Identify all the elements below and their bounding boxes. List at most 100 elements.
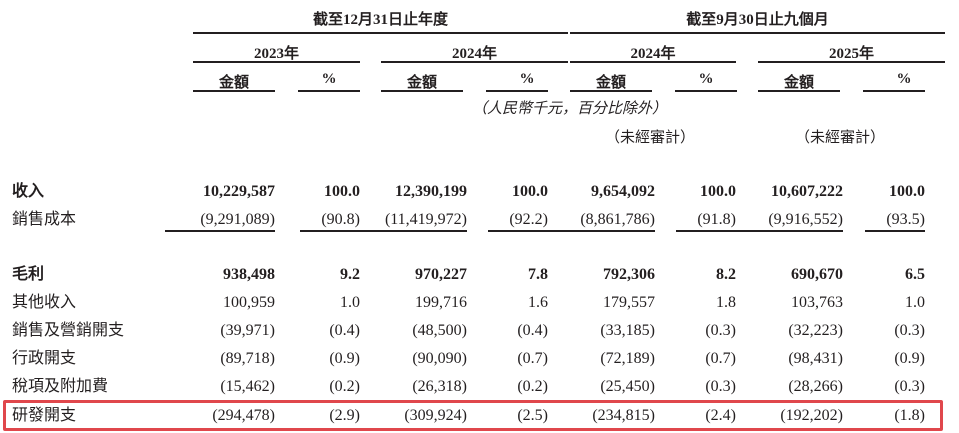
percent-cell: (0.9) [329, 350, 360, 367]
percent-cell: (0.4) [517, 322, 548, 339]
amount-cell: 12,390,199 [395, 183, 467, 200]
row-label: 研發開支 [12, 407, 77, 424]
amount-cell: 10,229,587 [203, 183, 275, 200]
table-row: 收入 10,229,587 100.0 12,390,199 100.0 9,654,09… [0, 179, 959, 205]
amount-cell: 199,716 [415, 294, 467, 311]
col-head-pct: % [698, 71, 714, 87]
col-head-pct: % [896, 71, 912, 87]
amount-cell: 179,557 [603, 294, 655, 311]
percent-cell: 1.8 [716, 294, 736, 311]
amount-cell: (32,223) [788, 322, 843, 339]
row-label: 銷售成本 [12, 211, 77, 228]
amount-cell: (8,861,786) [545, 207, 655, 233]
percent-cell: (0.3) [705, 322, 736, 339]
percent-cell: 6.5 [905, 266, 925, 283]
period-header-nine-months: 截至9月30日止九個月 [686, 12, 829, 28]
percent-cell: 9.2 [340, 266, 360, 283]
year-header-2024-fy: 2024年 [451, 46, 497, 62]
percent-cell: (93.5) [865, 207, 925, 233]
divider [193, 32, 568, 34]
amount-cell: (9,291,089) [165, 207, 275, 233]
divider [758, 90, 840, 92]
percent-cell: (0.4) [329, 322, 360, 339]
amount-cell: 970,227 [415, 266, 467, 283]
table-row: 研發開支 (294,478) (2.9) (309,924) (2.5) (234,815… [0, 403, 959, 429]
amount-cell: (39,971) [220, 322, 275, 339]
year-header-2024-9m: 2024年 [630, 46, 676, 62]
divider [193, 90, 275, 92]
unaudited-note: （未經審計） [604, 130, 695, 146]
row-label: 毛利 [12, 266, 45, 283]
divider [298, 90, 360, 92]
amount-cell: (11,419,972) [357, 207, 467, 233]
percent-cell: 100.0 [512, 183, 548, 200]
divider [570, 90, 652, 92]
amount-cell: 100,959 [223, 294, 275, 311]
amount-cell: (89,718) [220, 350, 275, 367]
row-label: 收入 [12, 183, 45, 200]
amount-cell: (33,185) [600, 322, 655, 339]
divider [486, 90, 548, 92]
divider [758, 61, 945, 63]
percent-cell: 1.0 [340, 294, 360, 311]
percent-cell: (0.2) [517, 378, 548, 395]
amount-cell: (26,318) [412, 378, 467, 395]
divider [193, 61, 360, 63]
table-row: 稅項及附加費 (15,462) (0.2) (26,318) (0.2) (25,450)… [0, 374, 959, 400]
amount-cell: 9,654,092 [591, 183, 655, 200]
divider [381, 90, 463, 92]
percent-cell: 8.2 [716, 266, 736, 283]
percent-cell: (92.2) [488, 207, 548, 233]
col-head-amount: 金額 [406, 75, 437, 91]
percent-cell: 100.0 [324, 183, 360, 200]
percent-cell: (2.9) [329, 407, 360, 424]
col-head-amount: 金額 [783, 75, 814, 91]
divider [863, 90, 925, 92]
table-row: 其他收入 100,959 1.0 199,716 1.6 179,557 1.8 103,76… [0, 290, 959, 316]
amount-cell: 792,306 [603, 266, 655, 283]
row-label: 稅項及附加費 [12, 378, 109, 395]
amount-cell: (234,815) [592, 407, 655, 424]
amount-cell: (72,189) [600, 350, 655, 367]
divider [675, 90, 737, 92]
percent-cell: 100.0 [889, 183, 925, 200]
percent-cell: (0.3) [894, 378, 925, 395]
unit-note: （人民幣千元，百分比除外） [472, 101, 668, 117]
period-header-fiscal-year: 截至12月31日止年度 [312, 12, 448, 28]
amount-cell: (25,450) [600, 378, 655, 395]
percent-cell: (91.8) [676, 207, 736, 233]
percent-cell: (0.9) [894, 350, 925, 367]
table-row: 行政開支 (89,718) (0.9) (90,090) (0.7) (72,189) (0… [0, 346, 959, 372]
table-row: 毛利 938,498 9.2 970,227 7.8 792,306 8.2 690,670 6… [0, 262, 959, 288]
percent-cell: (0.3) [705, 378, 736, 395]
row-label: 其他收入 [12, 294, 77, 311]
amount-cell: 10,607,222 [771, 183, 843, 200]
amount-cell: (192,202) [780, 407, 843, 424]
amount-cell: (294,478) [212, 407, 275, 424]
percent-cell: (0.7) [517, 350, 548, 367]
percent-cell: (90.8) [300, 207, 360, 233]
amount-cell: (28,266) [788, 378, 843, 395]
amount-cell: (48,500) [412, 322, 467, 339]
table-row: 銷售及營銷開支 (39,971) (0.4) (48,500) (0.4) (33,185… [0, 318, 959, 344]
highlight-box [3, 400, 943, 431]
amount-cell: (98,431) [788, 350, 843, 367]
amount-cell: (309,924) [404, 407, 467, 424]
percent-cell: (1.8) [894, 407, 925, 424]
row-label: 銷售及營銷開支 [12, 322, 125, 339]
divider [570, 32, 945, 34]
col-head-pct: % [519, 71, 535, 87]
year-header-2023: 2023年 [253, 46, 299, 62]
percent-cell: 1.0 [905, 294, 925, 311]
col-head-amount: 金額 [218, 75, 249, 91]
amount-cell: (90,090) [412, 350, 467, 367]
percent-cell: (0.2) [329, 378, 360, 395]
row-label: 行政開支 [12, 350, 77, 367]
divider [570, 61, 736, 63]
divider [381, 61, 568, 63]
col-head-amount: 金額 [595, 75, 626, 91]
year-header-2025-9m: 2025年 [828, 46, 874, 62]
percent-cell: (2.4) [705, 407, 736, 424]
amount-cell: 690,670 [791, 266, 843, 283]
unaudited-note: （未經審計） [794, 130, 885, 146]
